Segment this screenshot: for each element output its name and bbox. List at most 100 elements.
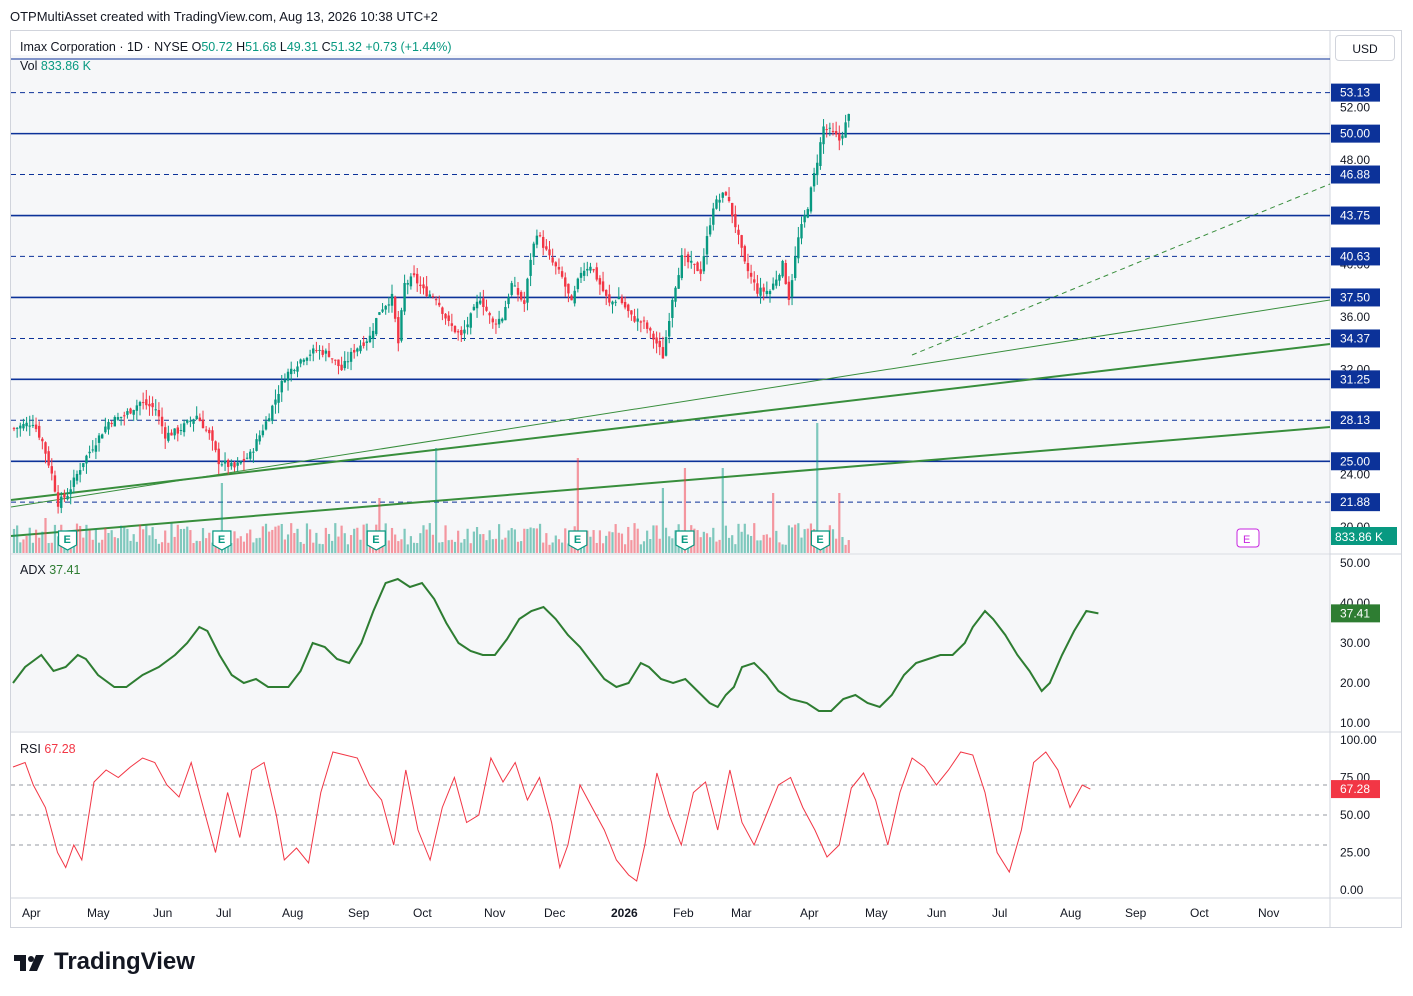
candle-body: [132, 409, 135, 415]
candle-body: [652, 333, 655, 340]
volume-bar: [145, 525, 148, 553]
adx-tick-label: 20.00: [1340, 676, 1370, 690]
candle-body: [749, 272, 753, 277]
candle-body: [359, 345, 362, 352]
candle-body: [819, 142, 822, 166]
volume-bar: [378, 498, 381, 553]
level-price-label: 31.25: [1340, 372, 1370, 386]
time-axis-label: Jul: [992, 906, 1007, 920]
level-price-label: 53.13: [1340, 86, 1370, 100]
volume-bar: [353, 528, 356, 553]
volume-bar: [762, 534, 765, 553]
volume-bar: [110, 530, 113, 553]
volume-bar: [702, 531, 705, 553]
time-axis-label: Sep: [348, 906, 370, 920]
time-axis-label: Sep: [1125, 906, 1147, 920]
candle-body: [44, 442, 47, 454]
volume-bar: [460, 542, 463, 553]
candle-body: [734, 214, 737, 228]
candle-body: [25, 422, 28, 427]
volume-bar: [286, 534, 290, 553]
candle-body: [97, 435, 101, 443]
volume-bar: [756, 540, 759, 553]
candle-body: [589, 266, 592, 271]
candle-body: [267, 418, 271, 422]
candle-body: [787, 281, 791, 300]
volume-bar: [198, 541, 201, 553]
candle-body: [731, 202, 734, 217]
level-price-tag: [1331, 288, 1380, 307]
candle-body: [494, 323, 498, 325]
volume-bar: [104, 527, 107, 553]
chart-frame: [10, 30, 1402, 928]
candle-body: [469, 313, 472, 328]
adx-tick-label: 30.00: [1340, 636, 1370, 650]
volume-bar: [82, 537, 85, 553]
candle-body: [356, 348, 359, 352]
adx-line: [12, 577, 1099, 712]
candle-body: [337, 359, 340, 367]
candle-body: [151, 403, 154, 408]
volume-bar: [34, 529, 38, 553]
volume-bar: [753, 523, 756, 553]
volume-bar: [101, 539, 104, 553]
rsi-value: 67.28: [44, 742, 76, 756]
rsi-label[interactable]: RSI: [20, 742, 41, 756]
volume-bar: [50, 542, 53, 553]
earnings-marker-letter: E: [372, 534, 379, 546]
candle-body: [129, 408, 132, 414]
volume-bar: [394, 534, 397, 553]
volume-bar: [731, 535, 734, 553]
volume-bar: [794, 524, 797, 553]
trendline-thin: [10, 299, 1331, 508]
candle-body: [699, 269, 702, 274]
candle-body: [66, 495, 69, 500]
candle-body: [554, 262, 557, 267]
price-tick-label: 36.00: [1340, 310, 1370, 324]
volume-bar: [450, 539, 453, 553]
volume-bar: [195, 540, 198, 553]
candle-body: [409, 276, 413, 287]
level-price-tag: [1331, 452, 1380, 471]
volume-bar: [803, 529, 806, 553]
candle-body: [135, 405, 139, 411]
volume-bar: [318, 543, 321, 553]
candle-body: [157, 410, 161, 417]
volume-bar: [743, 523, 746, 553]
vol-label[interactable]: Vol: [20, 59, 38, 73]
volume-bar: [309, 529, 312, 553]
candle-body: [608, 294, 611, 303]
volume-bar: [116, 538, 120, 553]
volume-bar: [520, 541, 523, 553]
candle-body: [428, 294, 431, 297]
currency-button[interactable]: USD: [1335, 35, 1395, 61]
tradingview-brand[interactable]: TradingView: [54, 948, 195, 975]
candle-body: [778, 275, 781, 281]
candle-body: [365, 341, 368, 343]
candle-body: [775, 279, 778, 286]
change-value: +0.73 (+1.44%): [365, 40, 452, 54]
candle-body: [746, 263, 750, 272]
volume-bar: [252, 542, 255, 553]
volume-bar: [154, 538, 157, 553]
volume-bar: [28, 527, 31, 553]
candle-body: [759, 287, 762, 296]
adx-label[interactable]: ADX: [20, 563, 46, 577]
candle-body: [768, 291, 772, 295]
volume-bar: [784, 544, 787, 553]
candle-body: [702, 256, 706, 272]
volume-bar: [255, 538, 258, 553]
candle-body: [831, 130, 835, 132]
volume-bar: [485, 540, 488, 553]
candle-body: [204, 429, 208, 431]
volume-bar: [671, 538, 674, 553]
candle-body: [53, 475, 57, 492]
symbol-label[interactable]: Imax Corporation · 1D · NYSE: [20, 40, 189, 54]
volume-bar: [627, 526, 630, 553]
candle-body: [828, 127, 832, 129]
candle-body: [705, 236, 709, 255]
candle-body: [680, 255, 683, 279]
volume-bar: [787, 525, 790, 553]
volume-bar: [790, 527, 794, 553]
